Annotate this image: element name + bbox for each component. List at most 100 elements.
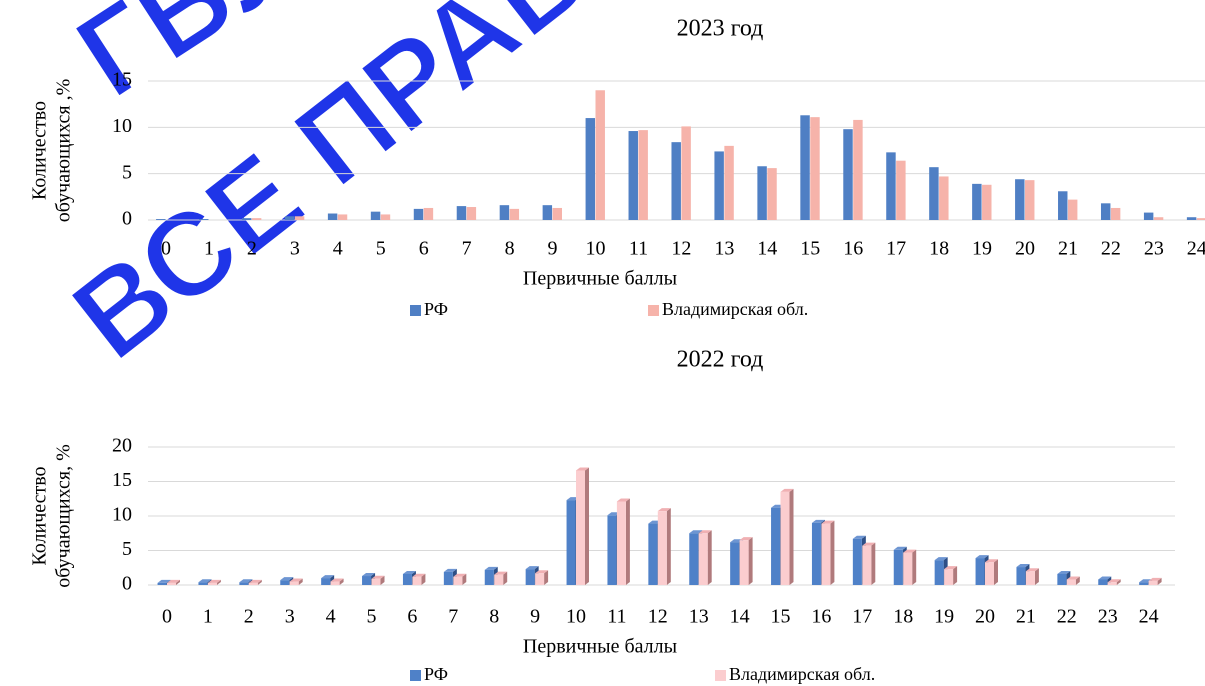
bar-top [330,578,344,582]
x-tick-label: 3 [285,606,295,628]
bar-side [993,559,998,585]
bar [1057,573,1067,585]
y-tick-label: 15 [112,69,132,91]
bar-side [1034,568,1039,585]
bar-top [1148,577,1162,581]
bar [402,573,412,585]
x-tick-label: 22 [1057,606,1077,628]
bar-top [821,520,835,524]
bar [934,560,944,585]
bar-top [1098,576,1112,580]
x-tick-label: 15 [800,238,820,260]
bar [327,213,338,220]
bar [1107,582,1117,585]
y-tick-label: 5 [122,538,132,560]
x-tick-label: 2 [247,238,257,260]
legend-label: РФ [424,299,448,319]
bar [1025,571,1035,585]
bar [157,582,167,585]
bar [648,523,658,585]
x-tick-label: 21 [1016,606,1036,628]
x-tick-label: 16 [811,606,831,628]
x-tick-label: 10 [586,238,606,260]
bar [525,569,535,585]
bar [767,168,777,220]
bar-side [707,530,712,585]
x-tick-label: 11 [629,238,648,260]
bar [456,206,467,220]
x-tick-label: 15 [771,606,791,628]
bar [412,576,422,585]
bar-side [462,573,467,585]
legend-label: Владимирская обл. [662,299,808,319]
bar-top [412,573,426,577]
bar [929,167,939,220]
bar-top [689,530,703,534]
chart-title: 2022 год [677,347,764,373]
bar [982,184,992,220]
x-tick-label: 19 [972,238,992,260]
bar-side [748,537,753,585]
bar-top [289,578,303,582]
bar [362,576,372,585]
bar [671,142,681,220]
x-tick-label: 5 [376,238,386,260]
x-tick-label: 17 [886,238,906,260]
bar [714,151,724,220]
bar-side [912,549,917,585]
y-tick-label: 0 [122,208,132,230]
bar [1153,217,1164,220]
bar [1196,218,1205,220]
bar [698,533,708,585]
y-axis-label: Количество [29,101,51,200]
bar [576,470,585,585]
bar-side [298,578,303,585]
bar [380,214,391,220]
x-tick-label: 1 [203,606,213,628]
bar [739,540,749,585]
bar [730,542,740,585]
x-tick-label: 4 [326,606,336,628]
bar-top [985,559,998,563]
bar [1143,212,1154,220]
x-axis-label: Первичные баллы [523,268,677,290]
x-tick-label: 10 [566,606,586,628]
bar-top [780,488,794,492]
bar [681,126,691,220]
bar [903,552,913,585]
bar-side [216,579,221,585]
bar [757,166,767,220]
bar-top [494,571,508,575]
bar-top [443,568,457,572]
chart-title: 2023 год [677,16,764,42]
bar-top [903,549,917,553]
bar-top [811,519,825,523]
bar [337,214,348,220]
bar-side [339,578,344,585]
x-tick-label: 19 [934,606,954,628]
x-tick-label: 20 [975,606,995,628]
x-tick-label: 6 [419,238,429,260]
y-tick-label: 10 [112,115,132,137]
x-tick-label: 6 [407,606,417,628]
legend-swatch [648,305,659,316]
bar [413,208,424,220]
bar [484,569,494,585]
bar-top [484,566,498,570]
bar [1186,217,1197,220]
x-tick-label: 23 [1144,238,1164,260]
bar-side [175,579,180,585]
y-axis-label: Количество [29,466,51,565]
y-axis-label: обучающихся, % [53,444,75,588]
x-tick-label: 12 [648,606,668,628]
x-tick-label: 1 [204,238,214,260]
bar [199,219,209,220]
bar-top [362,573,376,577]
y-tick-label: 10 [112,504,132,526]
bar-top [944,566,958,570]
x-tick-label: 7 [462,238,472,260]
bar-side [830,520,835,585]
bar [852,538,862,585]
bar-top [453,573,467,577]
bar [499,205,510,220]
